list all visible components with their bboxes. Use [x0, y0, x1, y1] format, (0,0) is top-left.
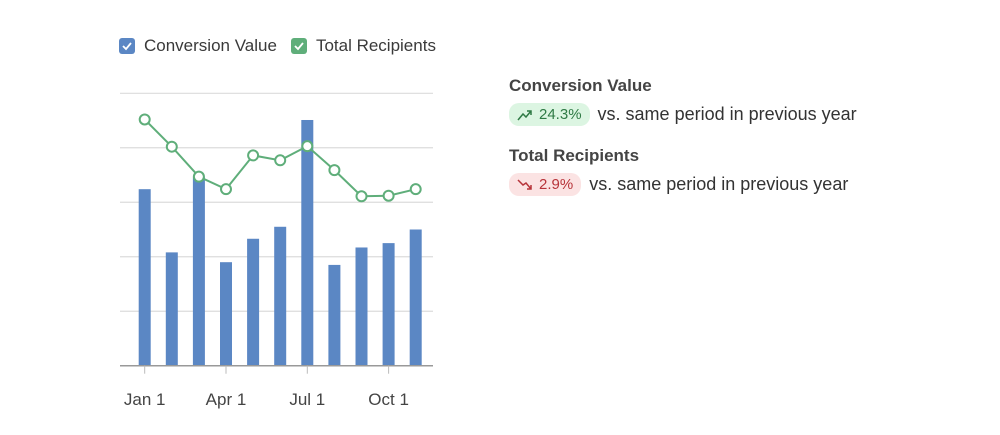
line-point: [220, 183, 232, 196]
x-tick-label: Jul 1: [289, 390, 325, 409]
stats-panel: Conversion Value 24.3% vs. same period i…: [509, 76, 857, 216]
stat-note: vs. same period in previous year: [597, 104, 857, 124]
legend-label: Total Recipients: [315, 36, 436, 55]
x-tick-label: Jan 1: [124, 390, 166, 409]
change-badge: 2.9%: [509, 173, 582, 196]
line-point: [355, 190, 368, 203]
chart-legend: Conversion Value Total Recipients: [119, 36, 450, 56]
line-point: [382, 189, 395, 202]
checkbox-icon[interactable]: [119, 38, 135, 54]
line-point: [247, 149, 260, 162]
bar: [138, 189, 151, 366]
bar: [301, 119, 314, 366]
line-point: [274, 154, 287, 167]
line-point: [409, 183, 422, 196]
bar: [192, 176, 205, 366]
bar: [274, 226, 287, 366]
bar: [328, 264, 341, 366]
trend-down-icon: [517, 178, 532, 190]
bar: [247, 238, 260, 366]
bar: [220, 262, 232, 366]
legend-item-total-recipients[interactable]: Total Recipients: [290, 36, 436, 56]
stat-title: Total Recipients: [509, 146, 640, 165]
line-point: [328, 164, 341, 177]
x-tick-label: Apr 1: [206, 390, 247, 409]
stat-conversion-value: Conversion Value 24.3% vs. same period i…: [509, 76, 857, 126]
stat-note: vs. same period in previous year: [589, 174, 849, 194]
line-point: [192, 170, 205, 183]
bar: [165, 252, 178, 366]
x-tick-label: Oct 1: [368, 390, 409, 409]
trend-up-icon: [517, 109, 532, 120]
checkbox-icon[interactable]: [290, 38, 307, 54]
bar: [409, 229, 422, 366]
combo-chart: Jan 1 Apr 1 Jul 1 Oct 1: [120, 92, 433, 409]
legend-item-conversion-value[interactable]: Conversion Value: [119, 36, 277, 56]
line-point: [165, 140, 178, 153]
change-value: 24.3%: [539, 106, 582, 123]
bar: [355, 247, 368, 366]
legend-label: Conversion Value: [144, 36, 277, 55]
change-badge: 24.3%: [509, 103, 590, 126]
bar: [382, 243, 395, 366]
line-point: [138, 113, 151, 126]
stat-title: Conversion Value: [509, 76, 652, 95]
change-value: 2.9%: [539, 176, 574, 193]
line-point: [301, 140, 314, 153]
stat-total-recipients: Total Recipients 2.9% vs. same period in…: [509, 146, 857, 196]
